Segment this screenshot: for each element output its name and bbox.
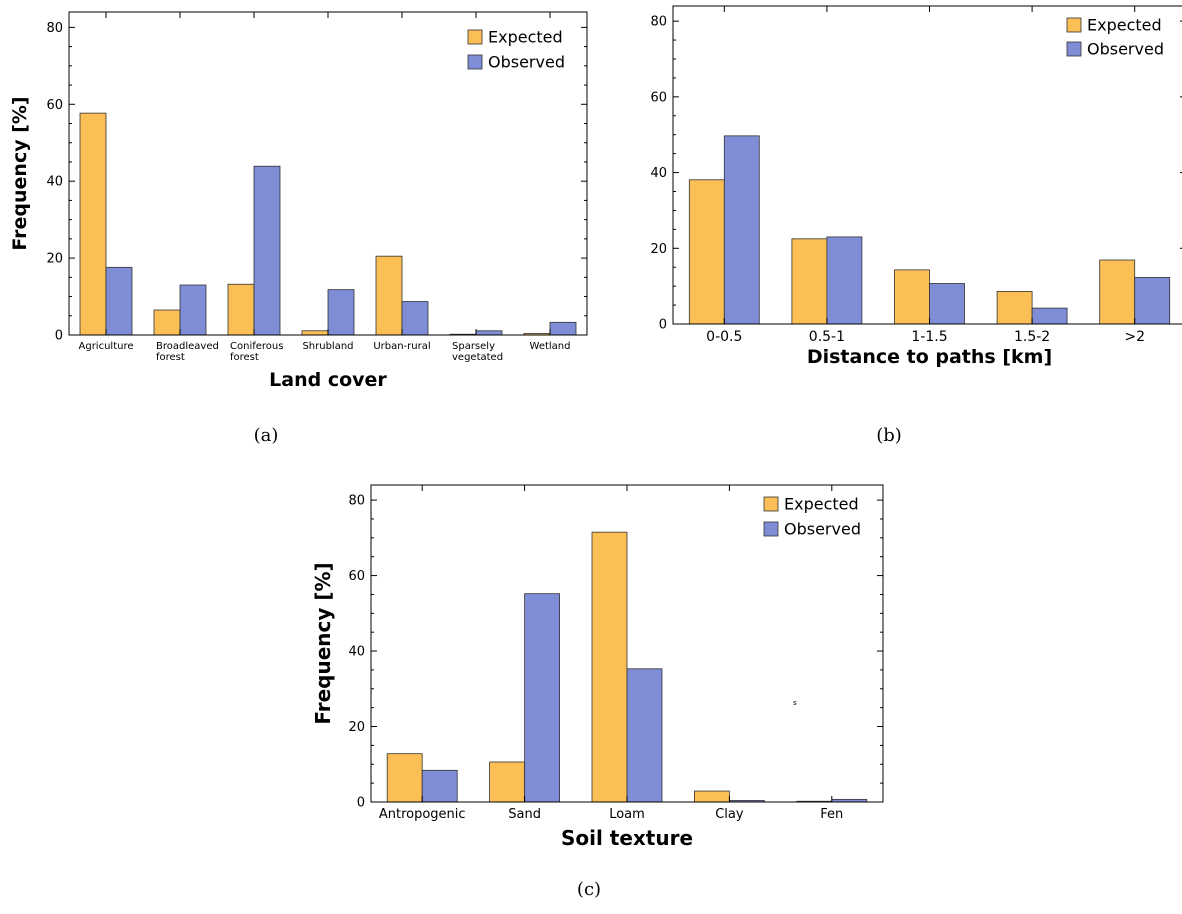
- bar-observed-sand: [524, 593, 560, 803]
- xtick-label-shrubland: Shrubland: [302, 341, 353, 352]
- chart-caption: (b): [876, 425, 902, 446]
- legend-label-observed: Observed: [1087, 40, 1164, 59]
- ytick-label-0: 0: [357, 796, 365, 811]
- ytick-label-40: 40: [46, 175, 63, 190]
- x-axis-title: Distance to paths [km]: [807, 346, 1052, 368]
- ytick-label-0: 0: [659, 318, 667, 333]
- xtick-label-wetland: Wetland: [530, 341, 571, 352]
- ytick-label-0: 0: [55, 329, 63, 344]
- bar-observed-shrubland: [327, 289, 355, 336]
- xtick-label-broadleaved-forest: Broadleaved forest: [156, 341, 219, 363]
- legend-label-expected: Expected: [1087, 16, 1162, 35]
- xtick-label-0-5-1: 0.5-1: [809, 329, 845, 345]
- bar-observed-urban-rural: [401, 301, 429, 336]
- stray-mark: s: [793, 699, 797, 707]
- ytick-label-20: 20: [650, 242, 667, 257]
- xtick-label-sand: Sand: [508, 807, 541, 822]
- chart-soil-texture: 0 20 40 60 80 Antropogenic Sand Loam Clay Fen Soil…: [311, 484, 884, 900]
- ytick-label-80: 80: [46, 21, 63, 36]
- legend-swatch-observed: [763, 521, 779, 537]
- xtick-label-clay: Clay: [715, 807, 744, 822]
- bar-observed-loam: [626, 668, 663, 803]
- xtick-label-2: >2: [1124, 329, 1145, 345]
- bar-expected-1-1-5: [894, 269, 930, 325]
- ytick-label-60: 60: [46, 98, 63, 113]
- bar-observed-wetland: [549, 321, 577, 336]
- legend-swatch-observed: [467, 54, 483, 70]
- y-axis-title: Frequency [%]: [9, 96, 31, 250]
- ytick-label-80: 80: [650, 15, 667, 30]
- bar-expected-shrubland: [301, 330, 329, 336]
- chart-caption: (c): [577, 879, 601, 900]
- legend-swatch-expected: [763, 496, 779, 512]
- ytick-label-40: 40: [348, 645, 365, 660]
- legend-label-observed: Observed: [784, 520, 861, 539]
- bar-expected-agriculture: [79, 112, 107, 336]
- bar-expected-clay: [694, 790, 730, 803]
- y-axis-title: Frequency [%]: [311, 562, 335, 724]
- bar-observed-1-1-5: [929, 283, 965, 325]
- bar-expected-loam: [591, 531, 628, 803]
- chart-land-cover: 0 20 40 60 80 Agriculture Broadleaved forest Con…: [9, 11, 588, 446]
- ytick-label-60: 60: [650, 90, 667, 105]
- bar-expected-1-5-2: [996, 291, 1033, 325]
- bar-observed-coniferous-forest: [253, 165, 281, 336]
- bar-expected-coniferous-forest: [227, 283, 255, 336]
- xtick-label-coniferous-forest: Coniferous forest: [230, 341, 283, 363]
- ytick-label-20: 20: [46, 252, 63, 267]
- xtick-label-1-1-5: 1-1.5: [911, 329, 947, 345]
- chart-distance-to-paths: 0 20 40 60 80 0-0.5 0.5-1 1-1.5 1.5-2 >2 Distance …: [650, 5, 1182, 446]
- bar-expected-antropogenic: [386, 753, 423, 803]
- bar-expected-urban-rural: [375, 255, 403, 336]
- xtick-label-antropogenic: Antropogenic: [379, 807, 466, 822]
- xtick-label-agriculture: Agriculture: [79, 341, 134, 352]
- bar-expected-0-0-5: [688, 179, 725, 325]
- bar-observed-0-0-5: [723, 135, 760, 325]
- xtick-label-urban-rural: Urban-rural: [373, 341, 430, 352]
- x-axis-title: Soil texture: [561, 826, 693, 850]
- ytick-label-60: 60: [348, 569, 365, 584]
- legend-swatch-expected: [467, 29, 483, 45]
- bar-expected-sand: [489, 761, 526, 803]
- bar-expected-2: [1099, 259, 1136, 325]
- xtick-label-fen: Fen: [820, 807, 843, 822]
- xtick-label-loam: Loam: [609, 807, 645, 822]
- xtick-label-sparsely-vegetated: Sparsely vegetated: [452, 341, 503, 363]
- bar-observed-broadleaved-forest: [179, 284, 207, 336]
- legend-label-observed: Observed: [488, 53, 565, 72]
- bar-observed-0-5-1: [826, 236, 863, 325]
- x-axis-title: Land cover: [269, 369, 387, 391]
- xtick-label-0-0-5: 0-0.5: [706, 329, 742, 345]
- bar-observed-agriculture: [105, 266, 133, 336]
- bar-observed-antropogenic: [421, 769, 458, 803]
- bar-expected-0-5-1: [791, 238, 828, 325]
- legend-swatch-observed: [1066, 41, 1082, 57]
- legend-label-expected: Expected: [488, 28, 563, 47]
- bar-expected-broadleaved-forest: [153, 309, 181, 336]
- legend-label-expected: Expected: [784, 495, 859, 514]
- xtick-label-1-5-2: 1.5-2: [1014, 329, 1050, 345]
- ytick-label-80: 80: [348, 494, 365, 509]
- chart-caption: (a): [254, 425, 279, 446]
- bar-observed-1-5-2: [1031, 307, 1068, 325]
- legend-swatch-expected: [1066, 17, 1082, 33]
- bar-observed-2: [1134, 277, 1171, 325]
- ytick-label-20: 20: [348, 720, 365, 735]
- bar-observed-sparsely-vegetated: [475, 330, 503, 336]
- ytick-label-40: 40: [650, 166, 667, 181]
